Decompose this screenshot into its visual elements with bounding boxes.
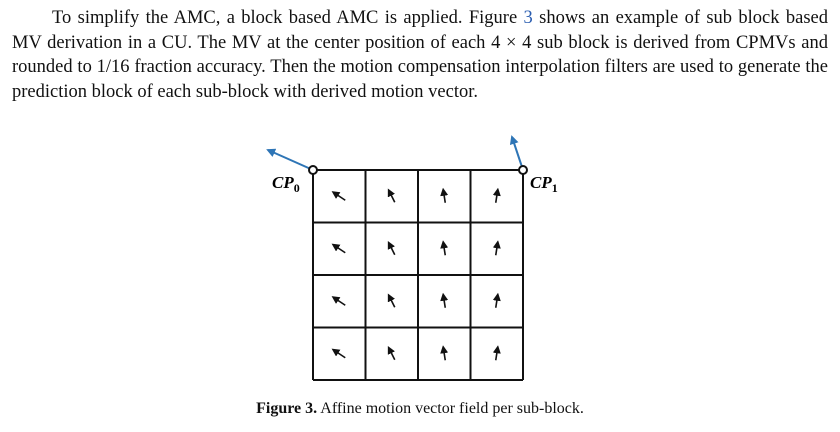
caption-label: Figure 3.	[256, 400, 318, 417]
cp0-label-subscript: 0	[294, 181, 300, 195]
sub-block-mv-arrow	[440, 345, 449, 361]
sub-block-mv-arrow	[492, 187, 501, 203]
figure-reference-link[interactable]: 3	[523, 8, 533, 28]
sub-block-mv-arrow	[492, 292, 501, 308]
sub-block-mv-arrow	[387, 293, 396, 308]
sub-block-mv-arrow	[440, 240, 449, 256]
paragraph-text-2: shows an example of sub block based MV d…	[12, 8, 828, 102]
sub-block-mv-arrow	[440, 187, 449, 203]
cpmv1-arrow	[509, 135, 524, 171]
cp0-label-main: CP	[272, 173, 294, 192]
cp1-label-subscript: 1	[552, 181, 558, 195]
sub-block-mv-arrow	[331, 348, 346, 359]
cp0-label: CP0	[272, 173, 300, 195]
caption-text: Affine motion vector field per sub-block…	[317, 400, 584, 417]
figure-caption: Figure 3. Affine motion vector field per…	[0, 400, 840, 418]
paragraph-text-1: To simplify the AMC, a block based AMC i…	[52, 8, 524, 28]
sub-block-mv-arrow	[387, 188, 396, 203]
cpmv0-arrow	[266, 148, 314, 171]
sub-block-motion-vectors	[331, 187, 501, 361]
sub-block-mv-arrow	[440, 292, 449, 308]
cp1-point	[518, 165, 528, 175]
sub-block-mv-arrow	[331, 296, 346, 306]
sub-block-mv-arrow	[387, 240, 396, 256]
sub-block-mv-arrow	[387, 345, 396, 361]
cp0-point	[308, 165, 318, 175]
body-paragraph: To simplify the AMC, a block based AMC i…	[12, 6, 828, 104]
cp1-label: CP1	[530, 173, 558, 195]
sub-block-mv-arrow	[331, 243, 346, 254]
cp1-label-main: CP	[530, 173, 552, 192]
sub-block-grid	[312, 169, 524, 381]
sub-block-mv-arrow	[492, 240, 501, 256]
sub-block-mv-arrow	[331, 191, 346, 201]
sub-block-mv-arrow	[492, 345, 501, 361]
